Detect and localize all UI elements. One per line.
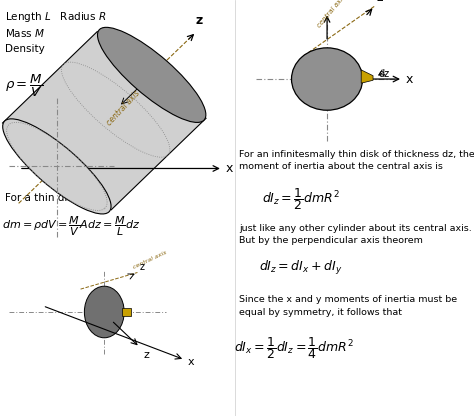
Text: dz: dz — [379, 69, 390, 79]
Polygon shape — [361, 70, 373, 83]
Text: just like any other cylinder about its central axis.: just like any other cylinder about its c… — [239, 224, 472, 233]
Text: z: z — [377, 0, 383, 4]
Ellipse shape — [84, 286, 124, 338]
Text: z: z — [143, 350, 149, 360]
Text: For an infinitesmally thin disk of thickness dz, the: For an infinitesmally thin disk of thick… — [239, 150, 474, 159]
Text: $\rho = \dfrac{M}{V}$: $\rho = \dfrac{M}{V}$ — [5, 73, 43, 99]
Text: For a thin disk:: For a thin disk: — [5, 193, 82, 203]
FancyBboxPatch shape — [122, 308, 131, 316]
Ellipse shape — [3, 119, 111, 214]
Text: $dI_x = \dfrac{1}{2}dI_z = \dfrac{1}{4}dmR^2$: $dI_x = \dfrac{1}{2}dI_z = \dfrac{1}{4}d… — [234, 335, 354, 361]
Text: dz: dz — [137, 67, 147, 77]
Ellipse shape — [98, 27, 206, 122]
Text: $dI_z = dI_x + dI_y$: $dI_z = dI_x + dI_y$ — [259, 259, 343, 277]
Text: Density: Density — [5, 44, 45, 54]
Text: $dm = \rho dV = \dfrac{M}{V}Adz = \dfrac{M}{L}dz$: $dm = \rho dV = \dfrac{M}{V}Adz = \dfrac… — [2, 214, 141, 238]
Text: But by the perpendicular axis theorem: But by the perpendicular axis theorem — [239, 236, 423, 245]
Text: x: x — [225, 162, 233, 175]
Text: Length $\mathit{L}$   Radius $\mathit{R}$: Length $\mathit{L}$ Radius $\mathit{R}$ — [5, 10, 106, 25]
Polygon shape — [2, 32, 206, 210]
Text: equal by symmetry, it follows that: equal by symmetry, it follows that — [239, 308, 402, 317]
Text: Mass $\mathit{M}$: Mass $\mathit{M}$ — [5, 27, 45, 39]
Text: Since the x and y moments of inertia must be: Since the x and y moments of inertia mus… — [239, 295, 457, 305]
Text: moment of inertia about the central axis is: moment of inertia about the central axis… — [239, 162, 443, 171]
Text: x: x — [405, 72, 413, 86]
Text: z: z — [196, 14, 203, 27]
Text: central axis: central axis — [105, 89, 142, 127]
Circle shape — [292, 48, 363, 110]
Text: central axis: central axis — [133, 250, 168, 270]
Text: $dI_z = \dfrac{1}{2}dmR^2$: $dI_z = \dfrac{1}{2}dmR^2$ — [262, 186, 340, 212]
Text: central axis: central axis — [317, 0, 347, 29]
Text: z: z — [140, 262, 145, 272]
Text: x: x — [187, 357, 194, 367]
